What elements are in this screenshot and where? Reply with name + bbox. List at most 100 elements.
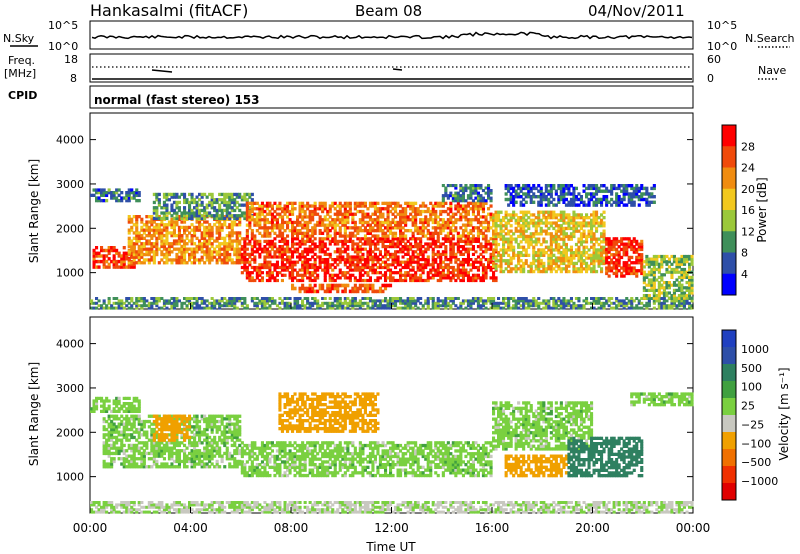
echo-cell bbox=[497, 297, 501, 300]
echo-cell bbox=[213, 247, 217, 251]
echo-cell bbox=[348, 239, 352, 243]
echo-cell bbox=[456, 199, 460, 203]
echo-cell bbox=[431, 260, 435, 264]
echo-cell bbox=[152, 252, 156, 257]
echo-cell bbox=[363, 201, 367, 205]
echo-cell bbox=[195, 214, 199, 218]
echo-cell bbox=[406, 218, 410, 222]
echo-cell bbox=[328, 304, 332, 308]
echo-cell bbox=[612, 247, 616, 252]
echo-cell bbox=[384, 278, 388, 283]
echo-cell bbox=[152, 244, 156, 249]
echo-cell bbox=[469, 268, 473, 272]
echo-cell bbox=[200, 242, 204, 246]
echo-cell bbox=[424, 250, 428, 254]
echo-cell bbox=[476, 234, 480, 238]
echo-cell bbox=[391, 237, 395, 241]
echo-cell bbox=[336, 242, 340, 246]
echo-cell bbox=[316, 212, 320, 216]
echo-cell bbox=[218, 252, 222, 257]
echo-cell bbox=[105, 193, 109, 197]
echo-cell bbox=[504, 240, 508, 244]
echo-cell bbox=[426, 209, 430, 214]
echo-cell bbox=[378, 239, 382, 243]
echo-cell bbox=[228, 247, 232, 251]
echo-cell bbox=[424, 278, 428, 283]
echo-cell bbox=[436, 306, 440, 310]
echo-cell bbox=[203, 299, 207, 303]
echo-cell bbox=[100, 193, 104, 197]
echo-cell bbox=[494, 278, 498, 283]
echo-cell bbox=[341, 306, 345, 310]
echo-cell bbox=[135, 191, 139, 195]
echo-cell bbox=[303, 289, 307, 294]
echo-cell bbox=[519, 264, 523, 268]
echo-cell bbox=[286, 260, 290, 264]
echo-cell bbox=[303, 239, 307, 243]
echo-cell bbox=[670, 304, 674, 308]
echo-cell bbox=[298, 255, 302, 259]
echo-cell bbox=[542, 299, 546, 303]
echo-cell bbox=[607, 255, 611, 260]
echo-cell bbox=[373, 237, 377, 241]
echo-cell bbox=[657, 299, 661, 303]
echo-cell bbox=[198, 242, 202, 246]
echo-cell bbox=[399, 250, 403, 254]
echo-cell bbox=[394, 226, 398, 230]
echo-cell bbox=[602, 259, 606, 263]
echo-cell bbox=[386, 276, 390, 280]
echo-cell bbox=[353, 234, 357, 238]
echo-cell bbox=[632, 203, 636, 207]
echo-cell bbox=[454, 229, 458, 233]
echo-cell bbox=[394, 215, 398, 219]
echo-cell bbox=[215, 261, 219, 265]
echo-cell bbox=[494, 216, 498, 220]
echo-cell bbox=[569, 248, 573, 252]
echo-cell bbox=[95, 254, 99, 258]
noise-tick-right-top: 10^5 bbox=[707, 19, 737, 32]
echo-cell bbox=[386, 223, 390, 227]
echo-cell bbox=[137, 250, 141, 254]
echo-cell bbox=[215, 252, 219, 257]
echo-cell bbox=[95, 191, 99, 195]
echo-cell bbox=[127, 242, 131, 246]
noise-tick-right-bottom: 10^0 bbox=[707, 40, 737, 53]
echo-cell bbox=[509, 192, 513, 196]
echo-cell bbox=[238, 195, 242, 199]
echo-cell bbox=[288, 297, 292, 300]
echo-cell bbox=[502, 251, 506, 255]
echo-cell bbox=[595, 210, 599, 214]
echo-cell bbox=[607, 299, 611, 303]
echo-cell bbox=[451, 271, 455, 275]
echo-cell bbox=[162, 252, 166, 257]
echo-cell bbox=[220, 258, 224, 262]
echo-cell bbox=[484, 234, 488, 238]
echo-cell bbox=[471, 234, 475, 238]
echo-cell bbox=[338, 258, 342, 262]
echo-cell bbox=[162, 216, 166, 221]
echo-cell bbox=[200, 192, 204, 197]
echo-cell bbox=[645, 192, 649, 196]
echo-cell bbox=[188, 231, 192, 235]
echo-cell bbox=[582, 248, 586, 252]
echo-cell bbox=[376, 255, 380, 259]
echo-cell bbox=[487, 263, 491, 267]
echo-cell bbox=[172, 247, 176, 251]
echo-cell bbox=[451, 252, 455, 256]
echo-cell bbox=[210, 195, 214, 199]
echo-cell bbox=[444, 255, 448, 259]
echo-cell bbox=[399, 209, 403, 214]
echo-cell bbox=[517, 195, 521, 199]
echo-cell bbox=[577, 267, 581, 271]
echo-cell bbox=[549, 200, 553, 204]
echo-cell bbox=[326, 263, 330, 267]
echo-cell bbox=[652, 184, 656, 188]
echo-cell bbox=[268, 234, 272, 238]
echo-cell bbox=[569, 261, 573, 266]
echo-cell bbox=[544, 240, 548, 244]
echo-cell bbox=[250, 271, 254, 275]
echo-cell bbox=[208, 228, 212, 232]
echo-cell bbox=[321, 218, 325, 222]
echo-cell bbox=[338, 283, 342, 288]
echo-cell bbox=[471, 252, 475, 256]
